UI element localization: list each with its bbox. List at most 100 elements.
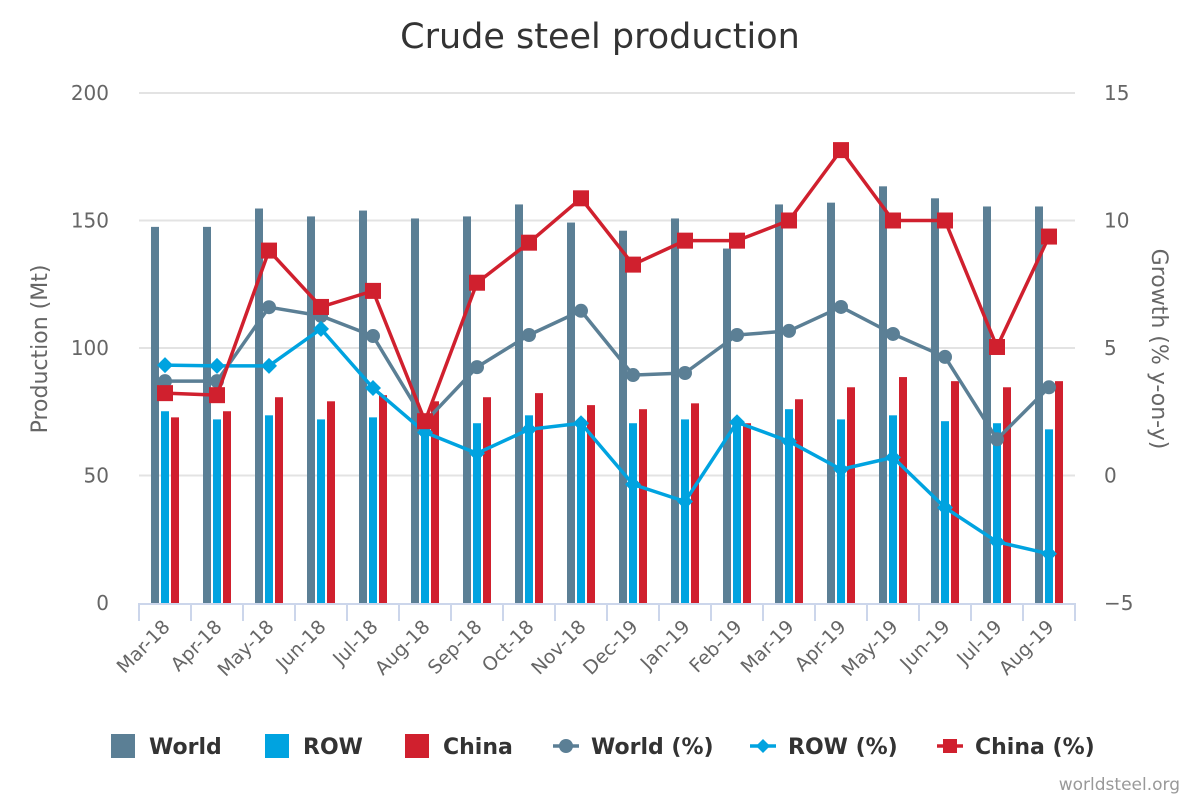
legend-label: ROW (%)	[788, 735, 898, 760]
point-row	[729, 414, 745, 431]
legend-label: ROW	[303, 735, 363, 760]
bar-row	[161, 411, 169, 603]
x-tick-label: Jun-18	[271, 616, 330, 675]
legend: World ROW China World (%) ROW (%) China (%)	[111, 734, 1095, 760]
bar-series	[151, 186, 1063, 604]
point-world	[262, 300, 276, 315]
bar-china	[379, 395, 387, 603]
point-world	[678, 365, 692, 380]
point-world	[1042, 380, 1056, 395]
bar-world	[411, 218, 419, 603]
line-world	[165, 305, 1051, 442]
line-row	[164, 327, 1050, 556]
bar-row	[525, 415, 533, 603]
point-row	[365, 380, 381, 397]
point-row	[937, 499, 953, 516]
bar-china	[223, 411, 231, 603]
legend-item[interactable]: World	[111, 734, 222, 760]
bar-world	[1035, 206, 1043, 603]
bar-world	[879, 186, 887, 603]
left-axis-title: Production (Mt)	[28, 265, 53, 434]
left-tick-label: 150	[71, 209, 109, 233]
x-tick-label: Sep-18	[424, 616, 487, 679]
point-row	[677, 493, 693, 510]
point-china	[885, 212, 901, 229]
bar-row	[317, 419, 325, 603]
x-tick-label: Feb-19	[685, 616, 746, 677]
legend-swatch-icon	[265, 734, 289, 758]
bar-world	[983, 206, 991, 603]
point-china	[417, 413, 433, 430]
legend-item[interactable]: China	[405, 734, 513, 760]
bar-world	[619, 230, 627, 603]
bar-china	[275, 397, 283, 603]
bar-china	[951, 381, 959, 603]
right-tick-label: 15	[1104, 81, 1129, 105]
line-china	[164, 148, 1051, 423]
right-tick-label: 0	[1104, 464, 1117, 488]
legend-swatch-icon	[111, 734, 135, 758]
point-world	[990, 432, 1004, 447]
bar-row	[629, 423, 637, 603]
x-tick-label: Nov-18	[527, 616, 590, 679]
right-tick-label: −5	[1104, 591, 1133, 615]
bar-china	[431, 401, 439, 603]
point-row	[157, 357, 173, 374]
bar-china	[795, 399, 803, 603]
point-china	[729, 232, 745, 249]
legend-swatch-icon	[405, 734, 429, 758]
legend-label: World (%)	[591, 735, 714, 760]
bar-row	[421, 429, 429, 603]
bar-world	[307, 216, 315, 604]
point-row	[833, 461, 849, 478]
legend-item[interactable]: World (%)	[553, 735, 714, 760]
point-row	[261, 357, 277, 374]
point-china	[937, 212, 953, 229]
point-china	[469, 274, 485, 291]
point-row	[1041, 545, 1057, 562]
point-china	[573, 190, 589, 207]
bar-world	[567, 222, 575, 604]
point-world	[730, 327, 744, 342]
legend-item[interactable]: ROW	[265, 734, 363, 760]
point-china	[209, 387, 225, 404]
bar-china	[171, 417, 179, 603]
point-row	[469, 445, 485, 462]
point-china	[677, 232, 693, 249]
x-tick-label: May-19	[837, 616, 902, 681]
point-china	[625, 256, 641, 273]
legend-item[interactable]: ROW (%)	[750, 735, 898, 760]
point-world	[522, 327, 536, 342]
credit-text[interactable]: worldsteel.org	[1059, 775, 1180, 795]
point-china	[365, 282, 381, 299]
legend-label: World	[149, 735, 222, 760]
bar-world	[151, 226, 159, 603]
bar-row	[889, 415, 897, 603]
x-tick-label: May-18	[213, 616, 278, 681]
left-tick-label: 100	[71, 336, 109, 360]
x-tick-label: Jan-19	[636, 616, 695, 675]
x-tick-label: Aug-18	[371, 616, 435, 680]
bar-world	[723, 248, 731, 604]
point-row	[521, 421, 537, 438]
point-world	[782, 323, 796, 338]
chart-title: Crude steel production	[400, 17, 800, 57]
legend-item[interactable]: China (%)	[937, 735, 1095, 760]
bar-world	[203, 226, 211, 603]
bar-china	[1003, 387, 1011, 603]
legend-label: China (%)	[975, 735, 1095, 760]
x-tick-label: Mar-18	[113, 616, 175, 678]
bar-row	[785, 409, 793, 603]
left-tick-label: 0	[96, 591, 109, 615]
point-row	[573, 415, 589, 432]
x-tick-label: Oct-18	[478, 616, 539, 677]
bar-row	[681, 419, 689, 603]
point-world	[886, 326, 900, 341]
point-china	[313, 298, 329, 315]
bar-china	[535, 393, 543, 603]
x-tick-label: Jun-19	[895, 616, 954, 675]
bar-world	[515, 204, 523, 603]
point-china	[833, 142, 849, 159]
point-china	[1041, 228, 1057, 245]
